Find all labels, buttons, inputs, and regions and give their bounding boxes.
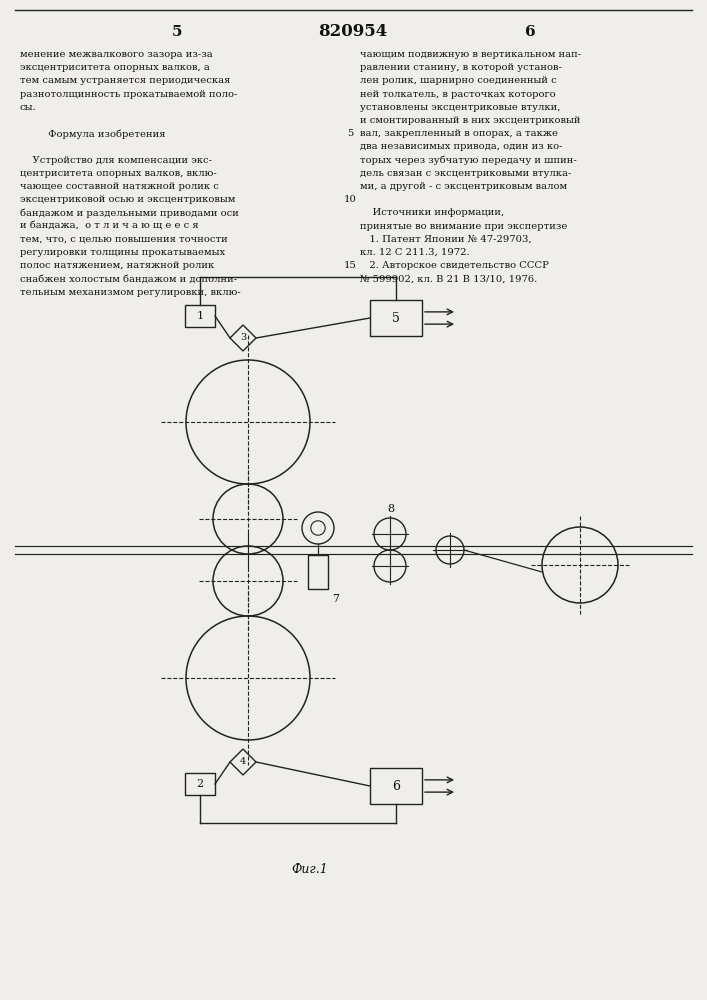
Text: ми, а другой - с эксцентриковым валом: ми, а другой - с эксцентриковым валом <box>360 182 567 191</box>
Text: тем самым устраняется периодическая: тем самым устраняется периодическая <box>20 76 230 85</box>
Text: и смонтированный в них эксцентриковый: и смонтированный в них эксцентриковый <box>360 116 580 125</box>
Bar <box>370 768 422 804</box>
Text: чающим подвижную в вертикальном нап-: чающим подвижную в вертикальном нап- <box>360 50 581 59</box>
Text: 1. Патент Японии № 47-29703,: 1. Патент Японии № 47-29703, <box>360 235 532 244</box>
Text: регулировки толщины прокатываемых: регулировки толщины прокатываемых <box>20 248 225 257</box>
Text: центриситета опорных валков, вклю-: центриситета опорных валков, вклю- <box>20 169 217 178</box>
Text: кл. 12 С 211.3, 1972.: кл. 12 С 211.3, 1972. <box>360 248 469 257</box>
Text: тем, что, с целью повышения точности: тем, что, с целью повышения точности <box>20 235 228 244</box>
Text: 2. Авторское свидетельство СССР: 2. Авторское свидетельство СССР <box>360 261 549 270</box>
Text: 10: 10 <box>344 195 356 204</box>
Text: эксцентриковой осью и эксцентриковым: эксцентриковой осью и эксцентриковым <box>20 195 235 204</box>
Text: 5: 5 <box>392 312 400 324</box>
Bar <box>370 300 422 336</box>
Text: разнотолщинность прокатываемой поло-: разнотолщинность прокатываемой поло- <box>20 90 238 99</box>
Text: снабжен холостым бандажом и дополни-: снабжен холостым бандажом и дополни- <box>20 274 237 283</box>
Text: бандажом и раздельными приводами оси: бандажом и раздельными приводами оси <box>20 208 239 218</box>
Bar <box>308 555 328 589</box>
Text: равлении станину, в которой установ-: равлении станину, в которой установ- <box>360 63 562 72</box>
Text: Устройство для компенсации экс-: Устройство для компенсации экс- <box>20 156 212 165</box>
Text: 6: 6 <box>525 25 535 39</box>
Text: лен ролик, шарнирно соединенный с: лен ролик, шарнирно соединенный с <box>360 76 556 85</box>
Text: 5: 5 <box>172 25 182 39</box>
Text: полос натяжением, натяжной ролик: полос натяжением, натяжной ролик <box>20 261 214 270</box>
Text: торых через зубчатую передачу и шпин-: торых через зубчатую передачу и шпин- <box>360 156 577 165</box>
Text: № 599902, кл. В 21 В 13/10, 1976.: № 599902, кл. В 21 В 13/10, 1976. <box>360 274 537 283</box>
Text: сы.: сы. <box>20 103 37 112</box>
Text: 2: 2 <box>197 779 204 789</box>
Text: вал, закрепленный в опорах, а также: вал, закрепленный в опорах, а также <box>360 129 558 138</box>
Text: эксцентриситета опорных валков, а: эксцентриситета опорных валков, а <box>20 63 210 72</box>
Text: два независимых привода, один из ко-: два независимых привода, один из ко- <box>360 142 563 151</box>
Text: и бандажа,  о т л и ч а ю щ е е с я: и бандажа, о т л и ч а ю щ е е с я <box>20 222 199 231</box>
Bar <box>185 305 215 327</box>
Text: 3: 3 <box>240 334 246 342</box>
Text: 820954: 820954 <box>318 23 387 40</box>
Text: 8: 8 <box>387 504 394 514</box>
Text: ней толкатель, в расточках которого: ней толкатель, в расточках которого <box>360 90 556 99</box>
Text: установлены эксцентриковые втулки,: установлены эксцентриковые втулки, <box>360 103 561 112</box>
Text: чающее составной натяжной ролик с: чающее составной натяжной ролик с <box>20 182 219 191</box>
Text: 6: 6 <box>392 780 400 792</box>
Text: 4: 4 <box>240 758 246 766</box>
Text: Фиг.1: Фиг.1 <box>291 863 328 876</box>
Text: тельным механизмом регулировки, вклю-: тельным механизмом регулировки, вклю- <box>20 288 241 297</box>
Text: Формула изобретения: Формула изобретения <box>20 129 165 139</box>
Text: 1: 1 <box>197 311 204 321</box>
Text: менение межвалкового зазора из-за: менение межвалкового зазора из-за <box>20 50 213 59</box>
Text: 7: 7 <box>332 594 339 604</box>
Text: Источники информации,: Источники информации, <box>360 208 504 217</box>
Text: 5: 5 <box>347 129 354 138</box>
Text: 15: 15 <box>344 261 356 270</box>
Bar <box>185 773 215 795</box>
Text: принятые во внимание при экспертизе: принятые во внимание при экспертизе <box>360 222 568 231</box>
Text: дель связан с эксцентриковыми втулка-: дель связан с эксцентриковыми втулка- <box>360 169 571 178</box>
